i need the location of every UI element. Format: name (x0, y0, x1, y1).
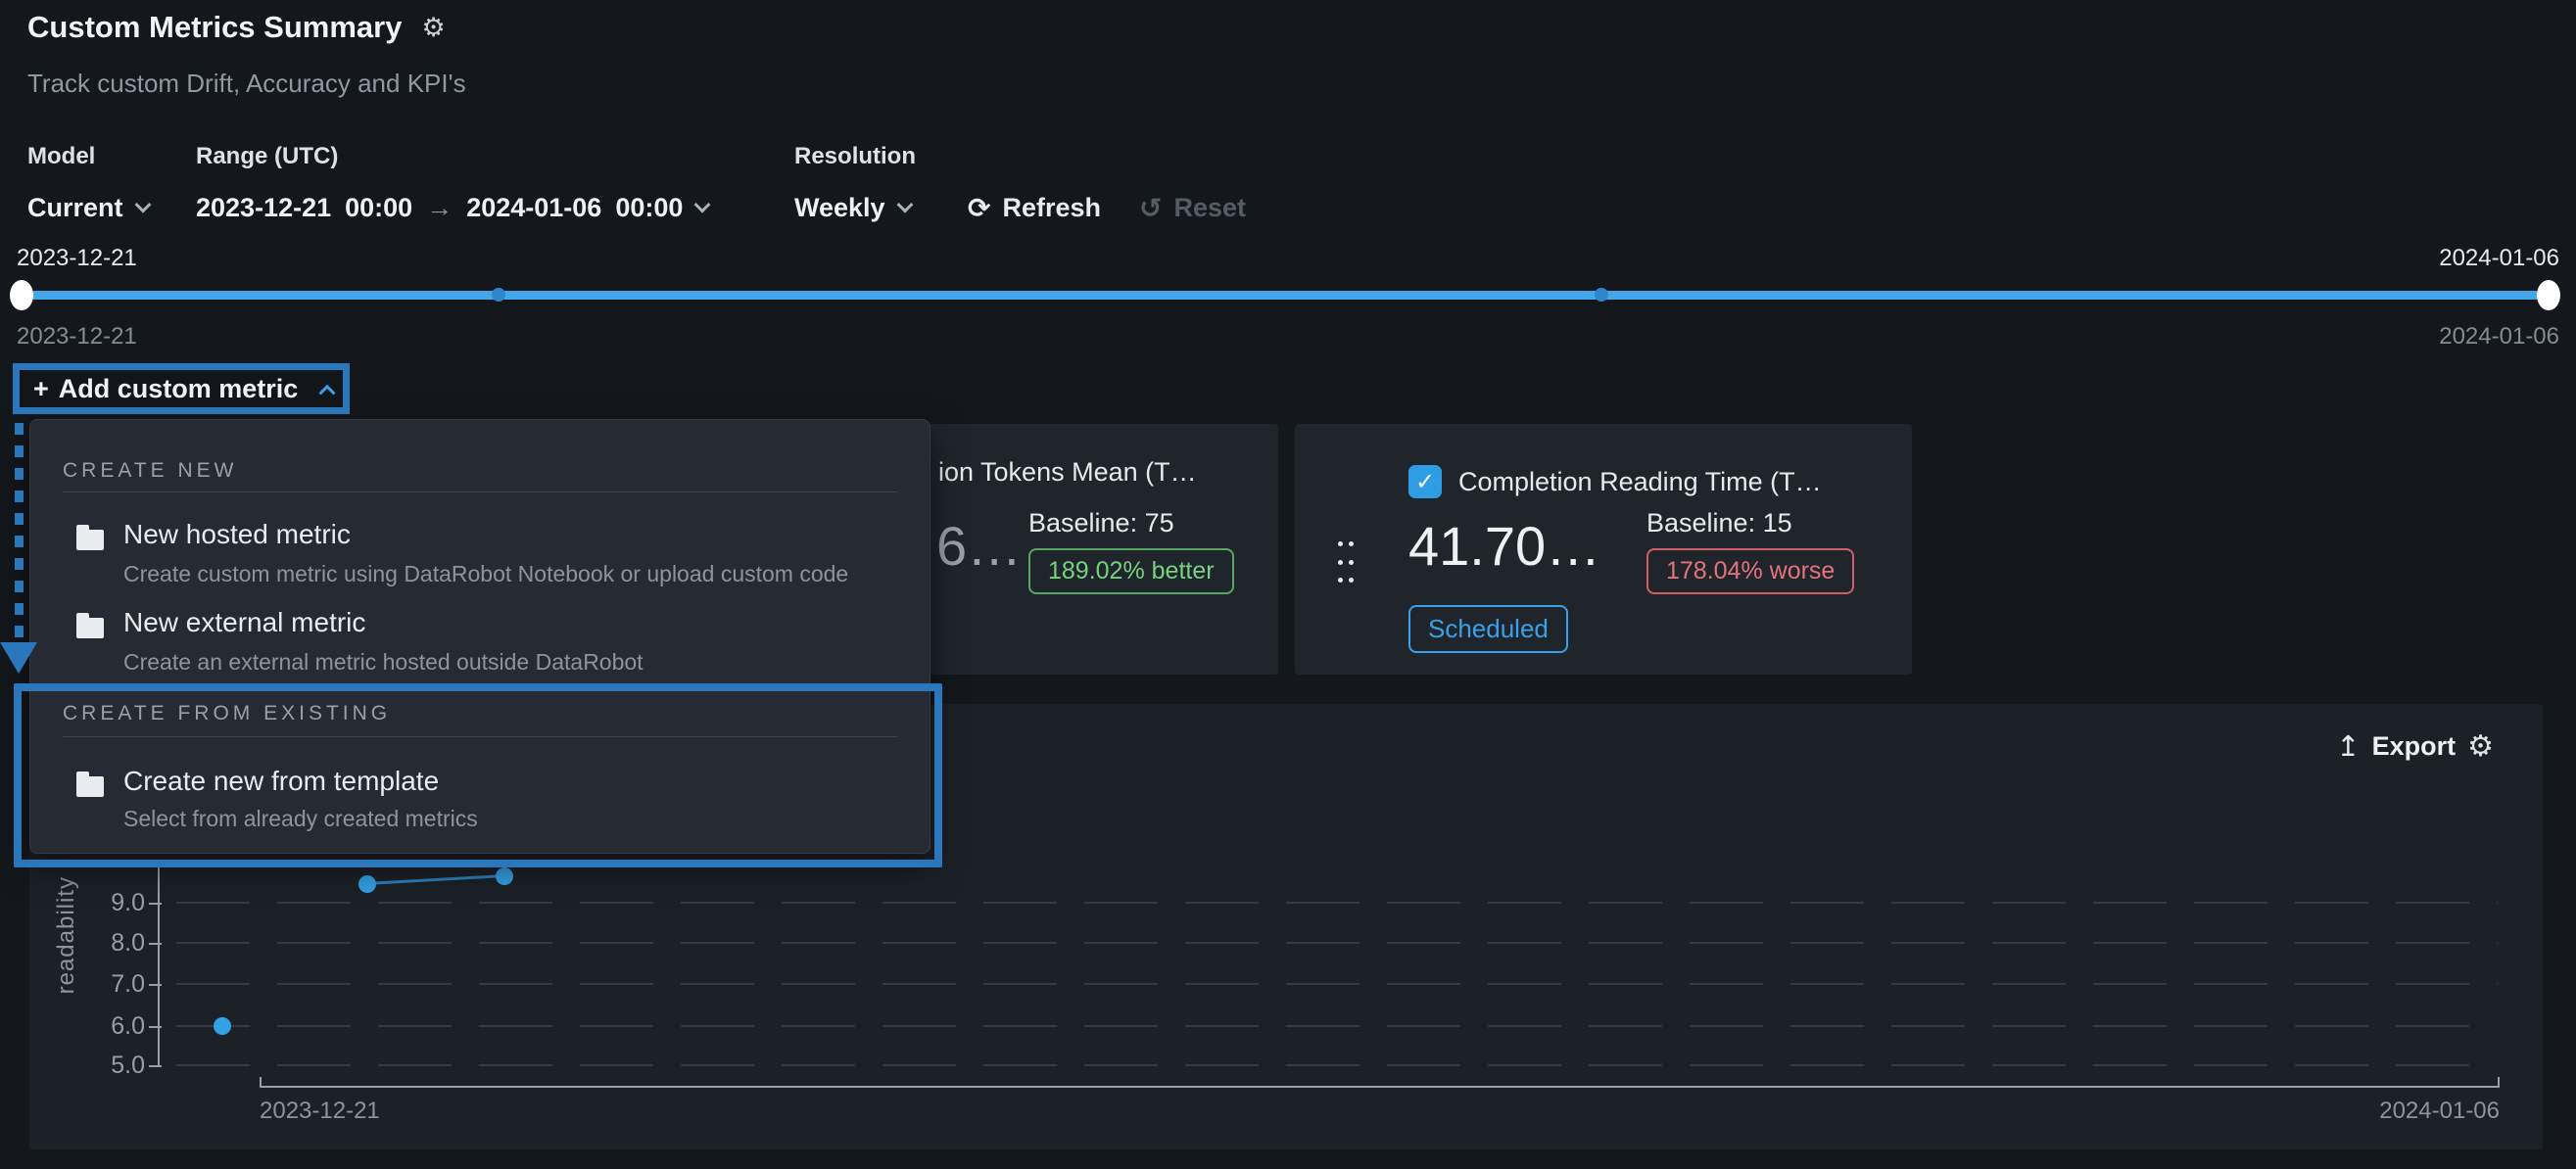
reset-icon: ↺ (1139, 193, 1163, 223)
chevron-up-icon (318, 384, 336, 401)
y-tick-mark (149, 984, 162, 986)
menu-item-new-external-metric[interactable]: New external metric (123, 607, 366, 637)
y-tick-mark (149, 1065, 162, 1067)
gridline (176, 1064, 2498, 1066)
add-metric-dropdown: CREATE NEW New hosted metric Create cust… (29, 419, 930, 854)
chevron-down-icon (134, 196, 152, 213)
menu-item-description: Select from already created metrics (123, 806, 478, 831)
menu-item-new-hosted-metric[interactable]: New hosted metric (123, 519, 351, 549)
check-icon: ✓ (1414, 468, 1436, 495)
range-label: Range (UTC) (196, 143, 339, 169)
slider-handle-start[interactable] (10, 280, 33, 310)
slider-end-label-top: 2024-01-06 (2439, 245, 2559, 271)
refresh-button[interactable]: ⟳ Refresh (968, 192, 1101, 224)
range-select[interactable]: 2023-12-21 00:00 → 2024-01-06 00:00 (196, 192, 711, 223)
range-end-time: 00:00 (615, 193, 684, 222)
refresh-label: Refresh (1002, 193, 1102, 222)
export-icon: ↥ (2336, 731, 2361, 763)
y-axis-line (158, 866, 160, 1067)
resolution-select[interactable]: Weekly (794, 192, 914, 223)
metric-baseline: Baseline: 75 (1028, 508, 1174, 538)
folder-icon (76, 613, 104, 638)
chart-line-segment (366, 874, 504, 885)
data-point (358, 875, 376, 893)
divider (63, 736, 897, 737)
add-custom-metric-highlight: + Add custom metric (13, 363, 350, 414)
y-tick-label: 9.0 (111, 889, 145, 916)
slider-step-dot (492, 288, 505, 302)
settings-gear-icon[interactable]: ⚙ (421, 12, 446, 42)
chevron-down-icon (896, 196, 914, 213)
y-tick-mark (149, 903, 162, 905)
resolution-label: Resolution (794, 143, 916, 169)
page-title-text: Custom Metrics Summary (27, 10, 403, 44)
metric-card-completion-reading-time: ✓ Completion Reading Time (T… 41.70… Bas… (1295, 424, 1912, 675)
metric-card-title: Completion Reading Time (T… (1458, 467, 1822, 496)
annotation-arrow-icon (0, 642, 37, 674)
folder-icon (76, 772, 104, 797)
metric-value: 41.70… (1408, 515, 1601, 577)
page-title: Custom Metrics Summary ⚙ (27, 10, 446, 45)
status-badge-scheduled: Scheduled (1408, 605, 1568, 653)
divider (63, 491, 897, 492)
slider-step-dot (1595, 288, 1608, 302)
range-end-date: 2024-01-06 (466, 193, 602, 222)
dropdown-section-header: CREATE FROM EXISTING (63, 702, 392, 725)
export-button[interactable]: Export (2371, 731, 2457, 761)
menu-item-create-from-template[interactable]: Create new from template (123, 766, 440, 796)
metric-baseline: Baseline: 15 (1646, 508, 1792, 538)
metric-value: 6… (936, 515, 1023, 577)
refresh-icon: ⟳ (968, 193, 991, 223)
x-axis-end-label: 2024-01-06 (2379, 1098, 2500, 1124)
y-tick-label: 8.0 (111, 929, 145, 957)
y-tick-mark (149, 943, 162, 945)
data-point (214, 1017, 231, 1035)
date-range-slider-track[interactable] (17, 291, 2555, 300)
data-point (496, 867, 513, 885)
model-select[interactable]: Current (27, 192, 152, 223)
model-label: Model (27, 143, 96, 169)
chevron-down-icon (693, 196, 711, 213)
x-axis-line (260, 1077, 2500, 1088)
gridline (176, 902, 2498, 904)
page-subtitle: Track custom Drift, Accuracy and KPI's (27, 69, 466, 98)
metric-checkbox[interactable]: ✓ (1408, 465, 1442, 498)
drag-handle[interactable] (1338, 541, 1354, 583)
menu-item-description: Create an external metric hosted outside… (123, 649, 644, 675)
plus-icon: + (33, 373, 49, 403)
delta-badge-worse: 178.04% worse (1646, 548, 1855, 594)
folder-icon (76, 525, 104, 550)
range-arrow-icon: → (426, 193, 453, 222)
menu-item-description: Create custom metric using DataRobot Not… (123, 561, 849, 586)
y-tick-label: 5.0 (111, 1052, 145, 1079)
delta-badge-better: 189.02% better (1028, 548, 1234, 594)
slider-start-label-top: 2023-12-21 (17, 245, 137, 271)
slider-handle-end[interactable] (2537, 280, 2560, 310)
gridline (176, 983, 2498, 985)
slider-end-label-bottom: 2024-01-06 (2439, 323, 2559, 350)
annotation-dashed-line (15, 423, 24, 640)
gridline (176, 942, 2498, 944)
reset-label: Reset (1173, 193, 1247, 222)
model-value: Current (27, 193, 123, 222)
gridline (176, 1025, 2498, 1027)
reset-button[interactable]: ↺ Reset (1139, 192, 1246, 224)
y-tick-label: 7.0 (111, 970, 145, 998)
chart-gear-icon[interactable]: ⚙ (2467, 730, 2494, 763)
export-controls: ↥ Export ⚙ (2336, 729, 2494, 764)
range-start-time: 00:00 (345, 193, 413, 222)
resolution-value: Weekly (794, 193, 885, 222)
range-start-date: 2023-12-21 (196, 193, 332, 222)
y-tick-label: 6.0 (111, 1012, 145, 1040)
metric-card-title: ion Tokens Mean (T… (938, 457, 1197, 487)
y-tick-mark (149, 1026, 162, 1028)
dropdown-section-header: CREATE NEW (63, 459, 238, 482)
add-custom-metric-button[interactable]: + Add custom metric (33, 373, 336, 404)
slider-start-label-bottom: 2023-12-21 (17, 323, 137, 350)
x-axis-start-label: 2023-12-21 (260, 1098, 380, 1124)
add-custom-metric-label: Add custom metric (58, 373, 299, 403)
